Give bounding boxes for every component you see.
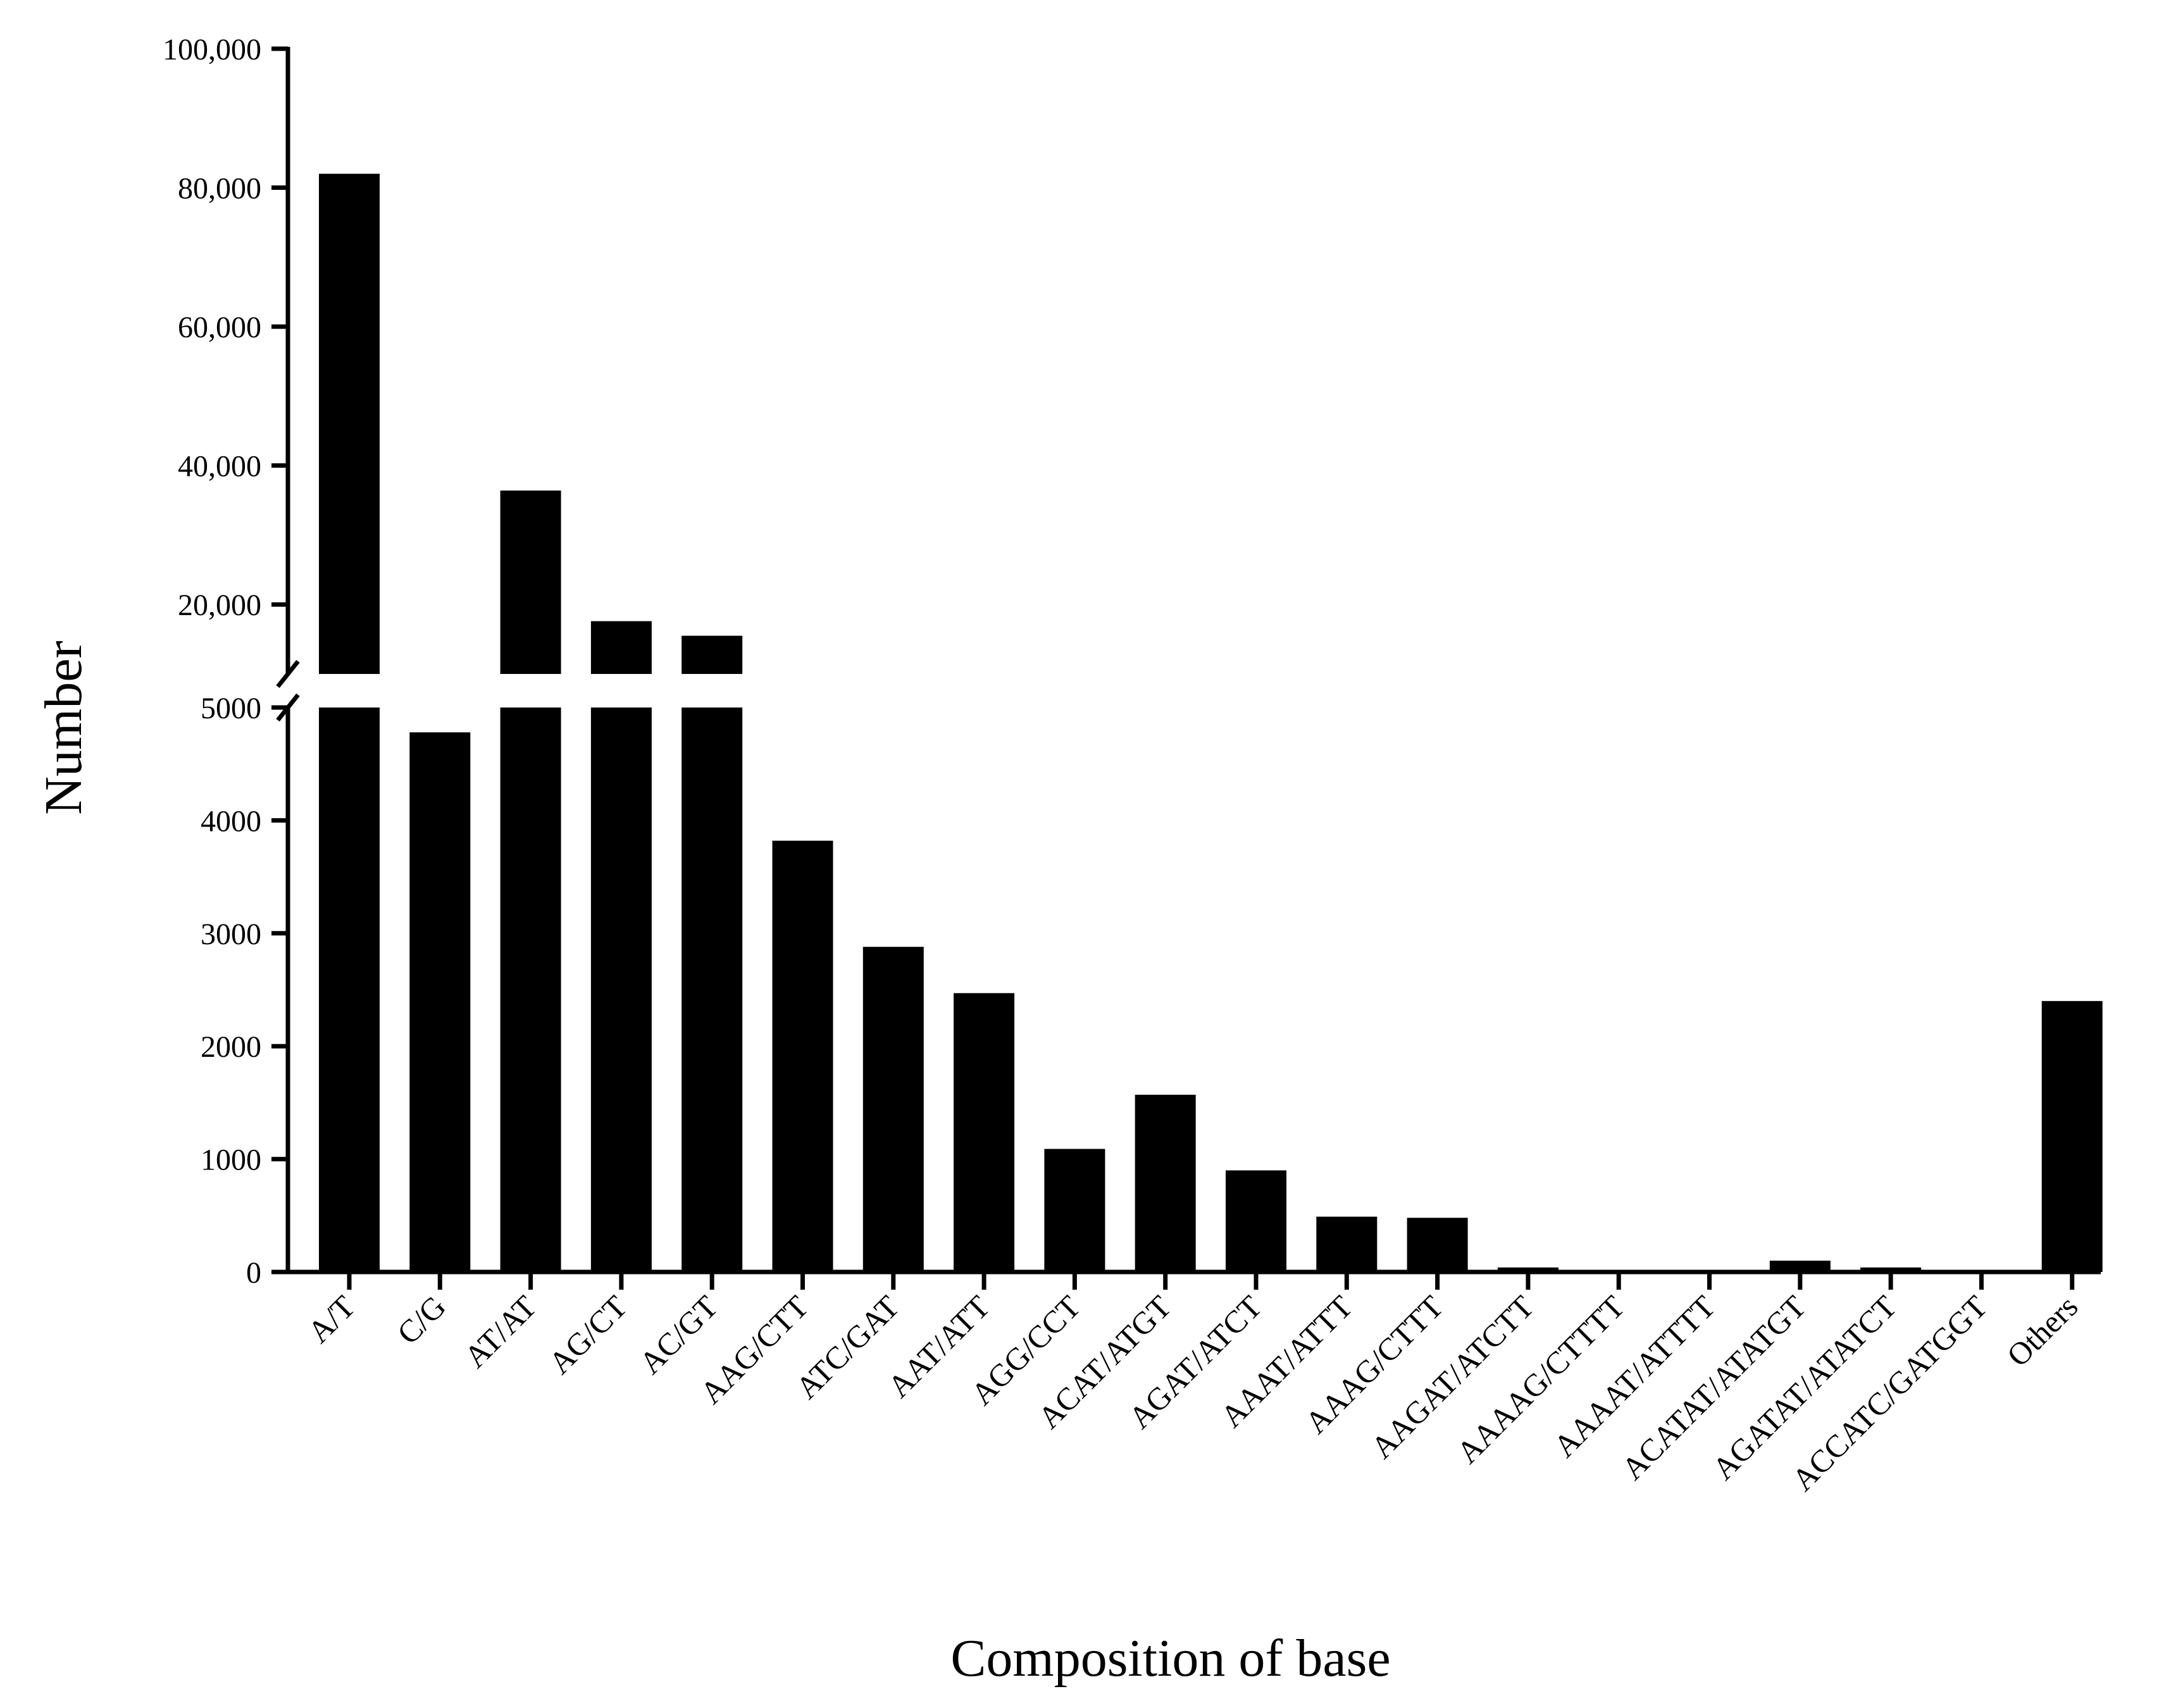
x-axis-title: Composition of base [950,1629,1390,1688]
bar-AC/GT-lower [681,708,743,1272]
y-axis-title: Number [34,640,93,814]
y-tick-label: 3000 [201,918,261,951]
x-tick-label: AT/AT [457,1288,544,1375]
x-tick-label: A/T [301,1288,362,1350]
bar-AG/CT-lower [590,708,652,1272]
bar-AT/AT-upper [500,490,561,674]
bar-AGAT/ATCT [1226,1170,1286,1272]
bar-A/T-lower [319,708,380,1272]
x-tick-label: AG/CT [542,1288,634,1381]
bar-AG/CT-upper [590,621,652,674]
x-tick-label: AAGAT/ATCTT [1364,1288,1540,1465]
axis-break-mark-upper [276,659,300,689]
y-tick-label: 100,000 [163,33,261,66]
bar-AAG/CTT [772,840,833,1272]
y-tick-label: 0 [246,1256,261,1290]
x-tick-label: Others [2000,1288,2085,1373]
bar-C/G [409,732,471,1272]
x-tick-label: C/G [390,1288,453,1351]
bar-AT/AT-lower [500,708,561,1272]
bar-AGATAT/ATATCT [1860,1267,1922,1272]
bar-AAGAT/ATCTT [1497,1267,1559,1272]
y-tick-label: 80,000 [178,172,261,206]
bar-ATC/GAT [862,947,924,1272]
bar-AAAG/CTTT [1407,1218,1468,1272]
bars [319,173,2103,1272]
bar-AGG/CCT [1044,1149,1105,1272]
x-ticks: A/T C/G AT/ATAG/CTAC/GTAAG/CTTATC/GATAAT/A… [301,1272,2084,1497]
y-tick-label: 5000 [201,692,261,725]
x-tick-label: AC/GT [632,1288,725,1381]
y-ticks: 0 1000 2000 3000 4000 5000 20,000 40,000 60,000 8… [163,33,288,1290]
y-tick-label: 20,000 [178,589,261,622]
x-tick-label: AAAAT/ATTTT [1546,1288,1722,1464]
x-tick-label: AAAAG/CTTTT [1450,1288,1631,1470]
bar-ACATAT/ATATGT [1769,1261,1831,1272]
y-tick-label: 60,000 [178,311,261,344]
bar-A/T-upper [319,173,380,675]
bar-Others [2041,1000,2103,1272]
bar-AAAT/ATTT [1316,1216,1378,1272]
bar-AAT/ATT [954,993,1015,1272]
bar-ACAT/ATGT [1135,1094,1196,1272]
y-tick-label: 1000 [201,1144,261,1177]
y-tick-label: 2000 [201,1030,261,1064]
y-tick-label: 4000 [201,804,261,838]
y-tick-label: 40,000 [178,450,261,483]
bar-AC/GT-upper [681,635,743,674]
